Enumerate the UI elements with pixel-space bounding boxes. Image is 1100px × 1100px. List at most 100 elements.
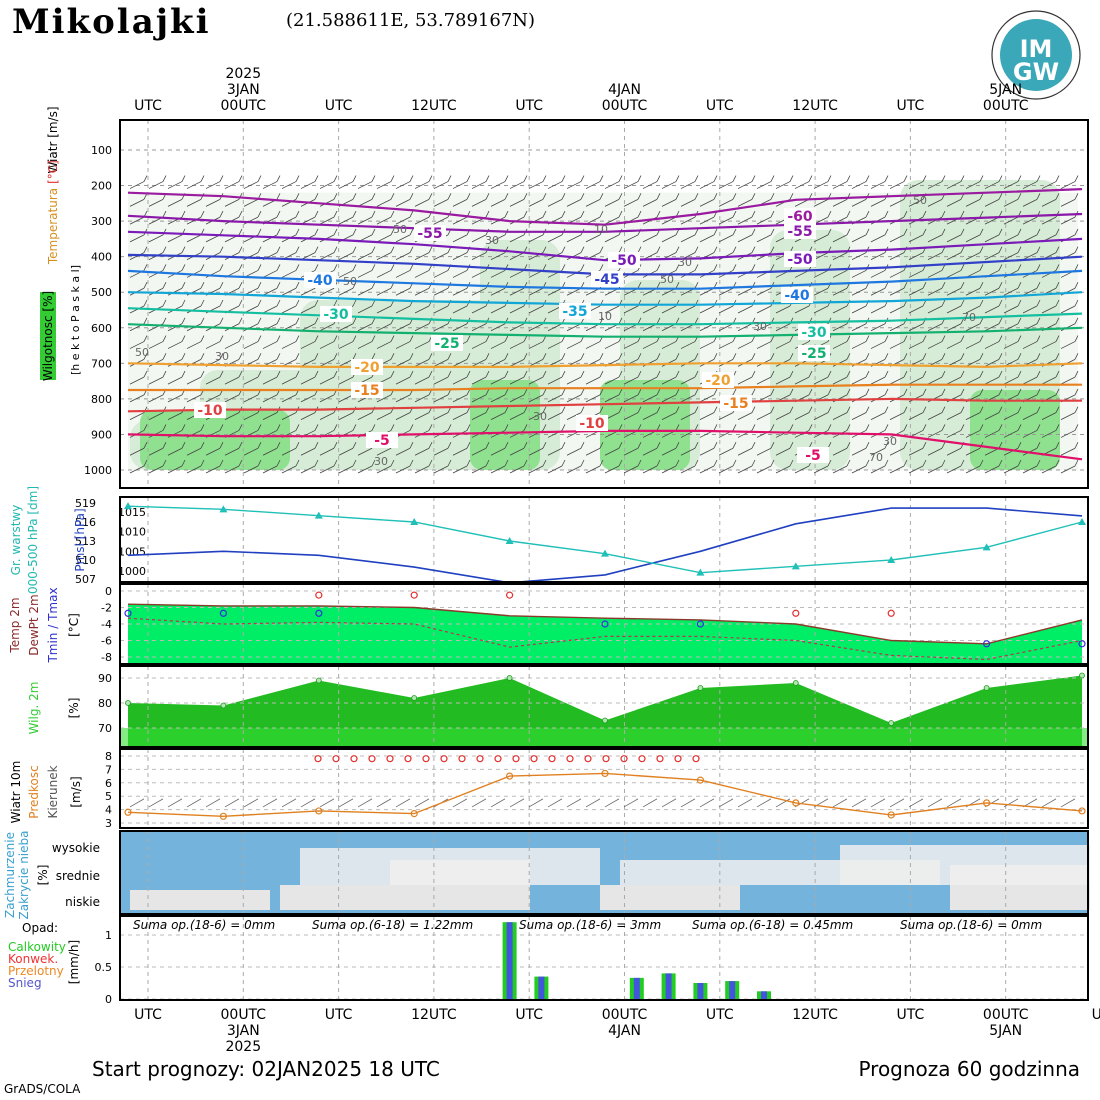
wind-barb-flag bbox=[1017, 228, 1022, 236]
wind-barb-flag bbox=[238, 353, 243, 360]
gust-marker bbox=[476, 755, 484, 763]
wind-barb-flag bbox=[694, 370, 699, 378]
wind-barb-flag bbox=[1055, 228, 1060, 236]
gust-marker bbox=[530, 755, 538, 763]
precip-legend-total: Calkowity bbox=[8, 940, 66, 954]
wind-barb-flag bbox=[903, 175, 908, 182]
wind-barb bbox=[623, 198, 639, 207]
wind-barb-flag bbox=[371, 264, 376, 271]
isotherm-line bbox=[127, 212, 1083, 233]
top-time-label: 00UTC bbox=[221, 98, 267, 114]
isotherm-label: -10 bbox=[579, 416, 605, 432]
panel-frame bbox=[119, 748, 1089, 829]
wind-barb-flag bbox=[352, 335, 357, 342]
wind-barb bbox=[756, 181, 772, 189]
wind-barb-flag bbox=[314, 459, 319, 467]
wind-barb bbox=[908, 198, 924, 207]
wind-barb bbox=[243, 447, 259, 456]
wind-barb bbox=[1041, 216, 1057, 225]
humidity-band bbox=[120, 728, 1088, 747]
wind-barb-flag bbox=[903, 370, 908, 378]
wind-barb bbox=[832, 412, 848, 421]
wind-barb bbox=[756, 376, 772, 385]
temp-tick-label: -4 bbox=[101, 618, 112, 631]
wind-barb bbox=[1003, 412, 1019, 421]
wind-barb-flag bbox=[827, 228, 832, 236]
wind-barb-flag bbox=[618, 459, 623, 467]
wind-barb-flag bbox=[789, 193, 794, 200]
wind-barb bbox=[395, 358, 411, 367]
cloud-low-block bbox=[600, 885, 740, 910]
wind-dir-barb bbox=[946, 798, 962, 808]
wind-barb bbox=[889, 447, 905, 456]
wind-barb bbox=[585, 376, 601, 385]
wind-barb-flag bbox=[694, 353, 699, 360]
wind-barb bbox=[1060, 198, 1076, 207]
wind-barb-flag bbox=[371, 193, 376, 200]
wind-barb bbox=[547, 465, 563, 474]
wind-barb bbox=[1060, 430, 1076, 438]
label-dewpt: DewPt 2m bbox=[27, 594, 41, 656]
wind-barb bbox=[395, 394, 411, 403]
wind-barb bbox=[319, 394, 335, 403]
wind-barb bbox=[889, 198, 905, 207]
label-predkosc: Predkosc bbox=[27, 765, 41, 818]
isotherm-label-bg bbox=[576, 415, 608, 431]
wind-barb bbox=[167, 198, 183, 207]
wind-barb bbox=[262, 412, 278, 421]
wind-barb bbox=[528, 181, 544, 189]
wind-barb-flag bbox=[865, 335, 870, 342]
wind-barb-flag bbox=[295, 246, 300, 253]
wind-barb-flag bbox=[1017, 406, 1022, 413]
wind-barb-flag bbox=[941, 388, 946, 396]
wind-barb-flag bbox=[675, 370, 680, 378]
wind-barb-flag bbox=[162, 335, 167, 342]
wind-barb bbox=[547, 447, 563, 456]
wind-barb-flag bbox=[257, 228, 262, 236]
wind-barb-flag bbox=[352, 246, 357, 253]
wind-barb-flag bbox=[276, 353, 281, 360]
wind-dir-barb bbox=[908, 798, 924, 808]
wind-barb bbox=[148, 270, 164, 278]
wind-barb-flag bbox=[219, 299, 224, 307]
wind-barb-flag bbox=[656, 406, 661, 413]
isotherm-label: -30 bbox=[323, 307, 349, 323]
wind-barb-flag bbox=[1074, 193, 1079, 200]
wind-barb-flag bbox=[922, 228, 927, 236]
wind-barb-flag bbox=[637, 353, 642, 360]
wind-barb-flag bbox=[618, 388, 623, 396]
wind-barb bbox=[167, 341, 183, 349]
wind-speed-marker bbox=[506, 772, 514, 780]
wind-barb-flag bbox=[1055, 299, 1060, 307]
wind-dir-barb bbox=[680, 798, 696, 808]
wind-speed-marker bbox=[601, 769, 609, 778]
wind-barb-flag bbox=[352, 228, 357, 236]
wind-barb-flag bbox=[428, 370, 433, 378]
wind-barb-flag bbox=[143, 282, 148, 289]
ylabel-temp-unit: [°C] bbox=[46, 160, 60, 184]
wind-barb bbox=[509, 198, 525, 207]
wind-dir-barb bbox=[262, 798, 278, 808]
precip-bar-snow bbox=[538, 976, 545, 999]
wind-barb bbox=[585, 181, 601, 189]
wind-barb-flag bbox=[352, 459, 357, 467]
wind-barb bbox=[452, 447, 468, 456]
wind-barb bbox=[262, 181, 278, 189]
wind-barb-flag bbox=[561, 193, 566, 200]
wind-barb-flag bbox=[523, 388, 528, 396]
wind-barb bbox=[604, 198, 620, 207]
wind-barb-flag bbox=[789, 442, 794, 449]
wind-barb bbox=[262, 234, 278, 243]
wind-barb bbox=[965, 234, 981, 243]
wind-barb-flag bbox=[922, 299, 927, 307]
wind-barb bbox=[376, 287, 392, 296]
wind-barb-flag bbox=[181, 264, 186, 271]
wind-barb-flag bbox=[276, 459, 281, 467]
wind-barb bbox=[148, 376, 164, 385]
wind-barb bbox=[870, 465, 886, 474]
station-coords: (21.588611E, 53.789167N) bbox=[286, 10, 536, 31]
wind-barb bbox=[1060, 181, 1076, 189]
gust-marker bbox=[602, 755, 610, 763]
cloud-level-low: niskie bbox=[65, 895, 100, 909]
